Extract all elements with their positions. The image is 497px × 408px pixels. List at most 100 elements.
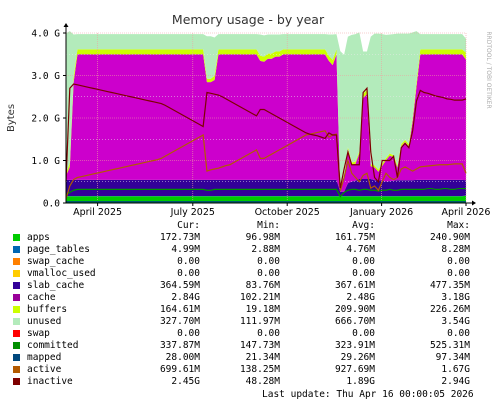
y-axis-label: Bytes xyxy=(6,104,17,132)
legend-max: 97.34M xyxy=(435,352,470,363)
legend-header-min: Min: xyxy=(257,220,280,231)
legend-min: 102.21M xyxy=(239,292,280,303)
legend-label: inactive xyxy=(27,376,73,387)
y-tick-label: 0.0 xyxy=(43,199,60,210)
legend-cur: 28.00M xyxy=(165,352,200,363)
legend-label: swap xyxy=(27,328,50,339)
legend-min: 111.97M xyxy=(239,316,280,327)
rrdtool-watermark: RRDTOOL / TOBI OETIKER xyxy=(485,31,492,108)
x-tick-label: October 2025 xyxy=(255,207,320,218)
y-tick-label: 3.0 G xyxy=(31,71,60,82)
legend-max: 226.26M xyxy=(429,304,470,315)
legend-cur: 164.61M xyxy=(159,304,200,315)
legend-avg: 1.89G xyxy=(346,376,375,387)
legend-max: 3.18G xyxy=(441,292,470,303)
legend-row-inactive: inactive 2.45G 48.28M 1.89G 2.94G xyxy=(0,376,497,388)
legend-row-swap: swap 0.00 0.00 0.00 0.00 xyxy=(0,328,497,340)
legend-cur: 337.87M xyxy=(159,340,200,351)
legend-label: cache xyxy=(27,292,56,303)
y-axis-arrow xyxy=(63,23,69,27)
legend-avg: 0.00 xyxy=(352,256,375,267)
legend-row-committed: committed 337.87M 147.73M 323.91M 525.31M xyxy=(0,340,497,352)
legend-min: 96.98M xyxy=(245,232,280,243)
legend-row-vmalloc_used: vmalloc_used 0.00 0.00 0.00 0.00 xyxy=(0,268,497,280)
legend-row-cache: cache 2.84G 102.21M 2.48G 3.18G xyxy=(0,292,497,304)
legend-row-swap_cache: swap_cache 0.00 0.00 0.00 0.00 xyxy=(0,256,497,268)
legend-swatch xyxy=(13,306,20,313)
legend-cur: 0.00 xyxy=(177,268,200,279)
legend-swatch xyxy=(13,366,20,373)
legend-avg: 367.61M xyxy=(334,280,375,291)
x-tick-label: January 2026 xyxy=(349,207,413,218)
legend-table: Cur: Min: Avg: Max: apps 172.73M 96.98M 161… xyxy=(0,220,497,387)
legend-label: mapped xyxy=(27,352,62,363)
legend-swatch xyxy=(13,342,20,349)
legend-max: 8.28M xyxy=(441,244,470,255)
legend-label: committed xyxy=(27,340,79,351)
legend-cur: 364.59M xyxy=(159,280,200,291)
legend-label: apps xyxy=(27,232,50,243)
legend-max: 240.90M xyxy=(429,232,470,243)
legend-cur: 4.99M xyxy=(171,244,200,255)
legend-row-slab_cache: slab_cache 364.59M 83.76M 367.61M 477.35M xyxy=(0,280,497,292)
grid-lines xyxy=(66,32,467,203)
legend-max: 0.00 xyxy=(447,268,470,279)
y-tick-label: 1.0 G xyxy=(31,156,60,167)
legend-avg: 209.90M xyxy=(334,304,375,315)
legend-header-avg: Avg: xyxy=(352,220,375,231)
legend-label: swap_cache xyxy=(27,256,85,267)
legend-swatch xyxy=(13,234,20,241)
legend-max: 525.31M xyxy=(429,340,470,351)
legend-header-cur: Cur: xyxy=(177,220,200,231)
legend-swatch xyxy=(13,354,20,361)
legend-swatch xyxy=(13,282,20,289)
legend-swatch xyxy=(13,246,20,253)
legend-row-active: active 699.61M 138.25M 927.69M 1.67G xyxy=(0,364,497,376)
legend-min: 48.28M xyxy=(245,376,280,387)
legend-cur: 2.45G xyxy=(171,376,200,387)
legend-min: 147.73M xyxy=(239,340,280,351)
legend-min: 21.34M xyxy=(245,352,280,363)
legend-avg: 29.26M xyxy=(340,352,375,363)
legend-label: vmalloc_used xyxy=(27,268,96,279)
x-tick-label: April 2025 xyxy=(73,207,122,218)
legend-label: buffers xyxy=(27,304,68,315)
legend-min: 83.76M xyxy=(245,280,280,291)
legend-cur: 0.00 xyxy=(177,328,200,339)
legend-cur: 172.73M xyxy=(159,232,200,243)
legend-cur: 699.61M xyxy=(159,364,200,375)
legend-swatch xyxy=(13,330,20,337)
legend-avg: 0.00 xyxy=(352,328,375,339)
memory-chart: Memory usage - by year Bytes RRDTOOL / T… xyxy=(6,12,492,218)
legend-row-mapped: mapped 28.00M 21.34M 29.26M 97.34M xyxy=(0,352,497,364)
legend-min: 0.00 xyxy=(257,256,280,267)
legend-avg: 4.76M xyxy=(346,244,375,255)
last-update: Last update: Thu Apr 16 00:00:05 2026 xyxy=(262,389,474,400)
legend-swatch xyxy=(13,318,20,325)
legend-cur: 327.70M xyxy=(159,316,200,327)
legend-avg: 0.00 xyxy=(352,268,375,279)
legend-row-page_tables: page_tables 4.99M 2.88M 4.76M 8.28M xyxy=(0,244,497,256)
legend-avg: 666.70M xyxy=(334,316,375,327)
legend-row-unused: unused 327.70M 111.97M 666.70M 3.54G xyxy=(0,316,497,328)
area-slab_cache xyxy=(66,178,466,196)
legend-max: 477.35M xyxy=(429,280,470,291)
line-series xyxy=(65,83,467,203)
legend-max: 3.54G xyxy=(441,316,470,327)
legend-row-buffers: buffers 164.61M 19.18M 209.90M 226.26M xyxy=(0,304,497,316)
legend-avg: 323.91M xyxy=(334,340,375,351)
area-cache xyxy=(66,54,466,192)
y-tick-label: 2.0 G xyxy=(31,114,60,125)
legend-min: 0.00 xyxy=(257,328,280,339)
y-tick-label: 4.0 G xyxy=(31,29,60,40)
legend-avg: 927.69M xyxy=(334,364,375,375)
legend-cur: 2.84G xyxy=(171,292,200,303)
legend-label: active xyxy=(27,364,62,375)
x-tick-label: April 2026 xyxy=(442,207,491,218)
legend-label: page_tables xyxy=(27,244,90,255)
legend-min: 0.00 xyxy=(257,268,280,279)
line-inactive xyxy=(65,83,467,189)
line-committed xyxy=(65,187,466,198)
legend-max: 0.00 xyxy=(447,256,470,267)
legend-swatch xyxy=(13,270,20,277)
